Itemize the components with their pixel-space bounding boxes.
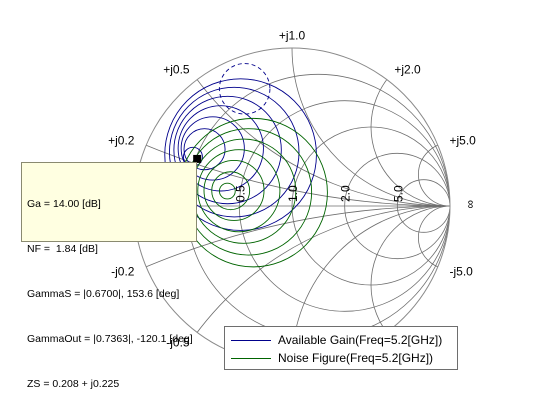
resistance-label-0_5: 0.5 <box>233 185 247 202</box>
reactance-label-neg-5: -j5.0 <box>450 265 474 279</box>
reactance-arc-pos-2 <box>370 48 450 207</box>
gamma-s-marker <box>193 154 202 163</box>
reactance-arc-neg-2 <box>370 205 450 364</box>
legend-swatch-available-gain <box>231 339 271 341</box>
legend-item-noise-figure: Noise Figure(Freq=5.2[GHz]) <box>231 349 433 367</box>
reactance-arc-neg-0_5 <box>134 205 450 364</box>
legend-label-available-gain: Available Gain(Freq=5.2[GHz]) <box>278 333 443 347</box>
resistance-circle-2 <box>344 152 450 260</box>
legend: Available Gain(Freq=5.2[GHz]) Noise Figu… <box>224 326 458 370</box>
resistance-label-5: 5.0 <box>391 185 405 202</box>
tooltip-gamma-s: GammaS = |0.6700|, 153.6 [deg] <box>27 288 180 300</box>
legend-item-available-gain: Available Gain(Freq=5.2[GHz]) <box>231 331 442 349</box>
reactance-arc-pos-0_5 <box>134 48 450 207</box>
tooltip-gamma-out: GammaOut = |0.7363|, -120.1 [deg] <box>27 333 193 345</box>
gain-circle-4 <box>173 95 282 205</box>
reactance-label-pos-0_5: +j0.5 <box>163 62 190 76</box>
reactance-label-pos-5: +j5.0 <box>450 133 477 147</box>
data-curves <box>164 63 328 268</box>
noise-circle-0 <box>218 182 236 200</box>
reactance-label-pos-0_2: +j0.2 <box>108 133 135 147</box>
reactance-label-pos-1: +j1.0 <box>279 28 306 42</box>
gain-circle-5 <box>168 86 300 218</box>
gain-circle-1 <box>183 128 226 171</box>
tooltip-nf: NF = 1.84 [dB] <box>27 243 98 255</box>
resistance-label-infinity: ∞ <box>464 200 478 209</box>
reactance-label-neg-0_5: -j0.5 <box>166 336 190 350</box>
reactance-label-neg-0_2: -j0.2 <box>111 265 135 279</box>
tooltip-ga: Ga = 14.00 [dB] <box>27 198 101 210</box>
gain-circle-3 <box>177 105 264 192</box>
legend-label-noise-figure: Noise Figure(Freq=5.2[GHz]) <box>278 351 434 365</box>
reactance-label-pos-2: +j2.0 <box>394 62 421 76</box>
noise-circle-1 <box>211 171 251 211</box>
resistance-label-1: 1.0 <box>286 185 300 202</box>
gain-circle-2 <box>180 116 245 181</box>
tooltip-zs: ZS = 0.208 + j0.225 <box>27 378 120 390</box>
noise-circle-2 <box>203 159 265 221</box>
legend-swatch-noise-figure <box>231 357 271 359</box>
gain-circle-6 <box>164 78 317 231</box>
resistance-label-2: 2.0 <box>339 185 353 202</box>
marker-layer <box>193 154 202 163</box>
reactance-arc-pos-1 <box>291 48 450 207</box>
reactance-arc-neg-1 <box>291 205 450 364</box>
grid-labels: 0.5 1.0 2.0 5.0 ∞ +j1.0 +j0.5 +j2.0 +j0.2 +j5.0 -j… <box>108 28 478 349</box>
stability-circle <box>218 63 271 115</box>
noise-circle-3 <box>197 149 281 233</box>
marker-readout-tooltip: Ga = 14.00 [dB] NF = 1.84 [dB] GammaS = … <box>21 162 197 390</box>
